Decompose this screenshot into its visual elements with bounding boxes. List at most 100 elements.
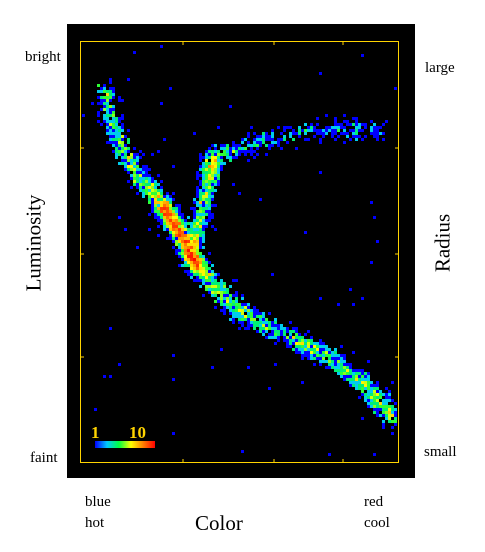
density-cell [310,336,313,339]
density-cell [178,222,181,225]
density-cell [268,324,271,327]
density-cell [214,150,217,153]
density-cell [208,156,211,159]
density-cell [364,372,367,375]
density-cell [193,222,196,225]
density-cell [196,273,199,276]
density-cell [172,240,175,243]
density-cell [250,144,253,147]
density-cell [208,171,211,174]
density-cell [214,204,217,207]
density-cell [292,336,295,339]
density-cell [298,336,301,339]
density-cell [394,411,397,414]
density-cell [178,225,181,228]
density-cell [316,351,319,354]
density-cell [169,228,172,231]
density-cell [358,387,361,390]
x-axis-label: Color [195,511,243,535]
density-cell [205,153,208,156]
density-cell [244,303,247,306]
density-cell [217,177,220,180]
density-cell [223,291,226,294]
density-cell [202,279,205,282]
density-cell [292,348,295,351]
density-cell [388,408,391,411]
density-cell [190,249,193,252]
density-cell [385,405,388,408]
density-cell [373,123,376,126]
density-cell [133,174,136,177]
density-cell [229,309,232,312]
density-cell [145,168,148,171]
density-cell [256,324,259,327]
density-cell [208,288,211,291]
density-cell [181,231,184,234]
density-cell [112,111,115,114]
density-cell [373,387,376,390]
density-cell [103,90,106,93]
density-cell [271,141,274,144]
density-cell [370,405,373,408]
density-cell [352,117,355,120]
density-cell [214,153,217,156]
density-cell [142,183,145,186]
density-cell [223,306,226,309]
density-cell [127,156,130,159]
density-cell [103,96,106,99]
density-cell [214,189,217,192]
density-cell [199,180,202,183]
density-cell [316,117,319,120]
density-cell [265,132,268,135]
density-cell [145,180,148,183]
density-cell [205,174,208,177]
density-cell [193,270,196,273]
density-cell [343,132,346,135]
density-cell [139,180,142,183]
density-cell [202,213,205,216]
density-cell [388,396,391,399]
density-cell [103,102,106,105]
density-cell [121,129,124,132]
density-cell [97,111,100,114]
density-cell [355,378,358,381]
density-cell [151,204,154,207]
density-cell [178,246,181,249]
density-cell [121,150,124,153]
density-cell [142,195,145,198]
density-cell [199,255,202,258]
density-cell [136,174,139,177]
density-cell [319,72,322,75]
density-cell [391,399,394,402]
density-cell [229,156,232,159]
density-cell [193,219,196,222]
density-cell [319,345,322,348]
density-cell [184,252,187,255]
x-right-label-2: cool [364,515,390,531]
density-cell [109,120,112,123]
density-cell [304,354,307,357]
density-cell [316,342,319,345]
density-cell [319,297,322,300]
density-cell [220,165,223,168]
density-cell [232,156,235,159]
density-cell [190,267,193,270]
density-cell [352,372,355,375]
density-cell [373,135,376,138]
density-cell [106,105,109,108]
density-cell [388,411,391,414]
density-cell [166,228,169,231]
density-cell [118,129,121,132]
density-cell [187,252,190,255]
density-cell [148,180,151,183]
density-cell [112,93,115,96]
density-cell [163,201,166,204]
density-cell [211,366,214,369]
density-cell [118,117,121,120]
density-cell [199,264,202,267]
density-cell [283,135,286,138]
density-cell [292,330,295,333]
density-cell [307,345,310,348]
density-cell [166,201,169,204]
density-cell [127,129,130,132]
